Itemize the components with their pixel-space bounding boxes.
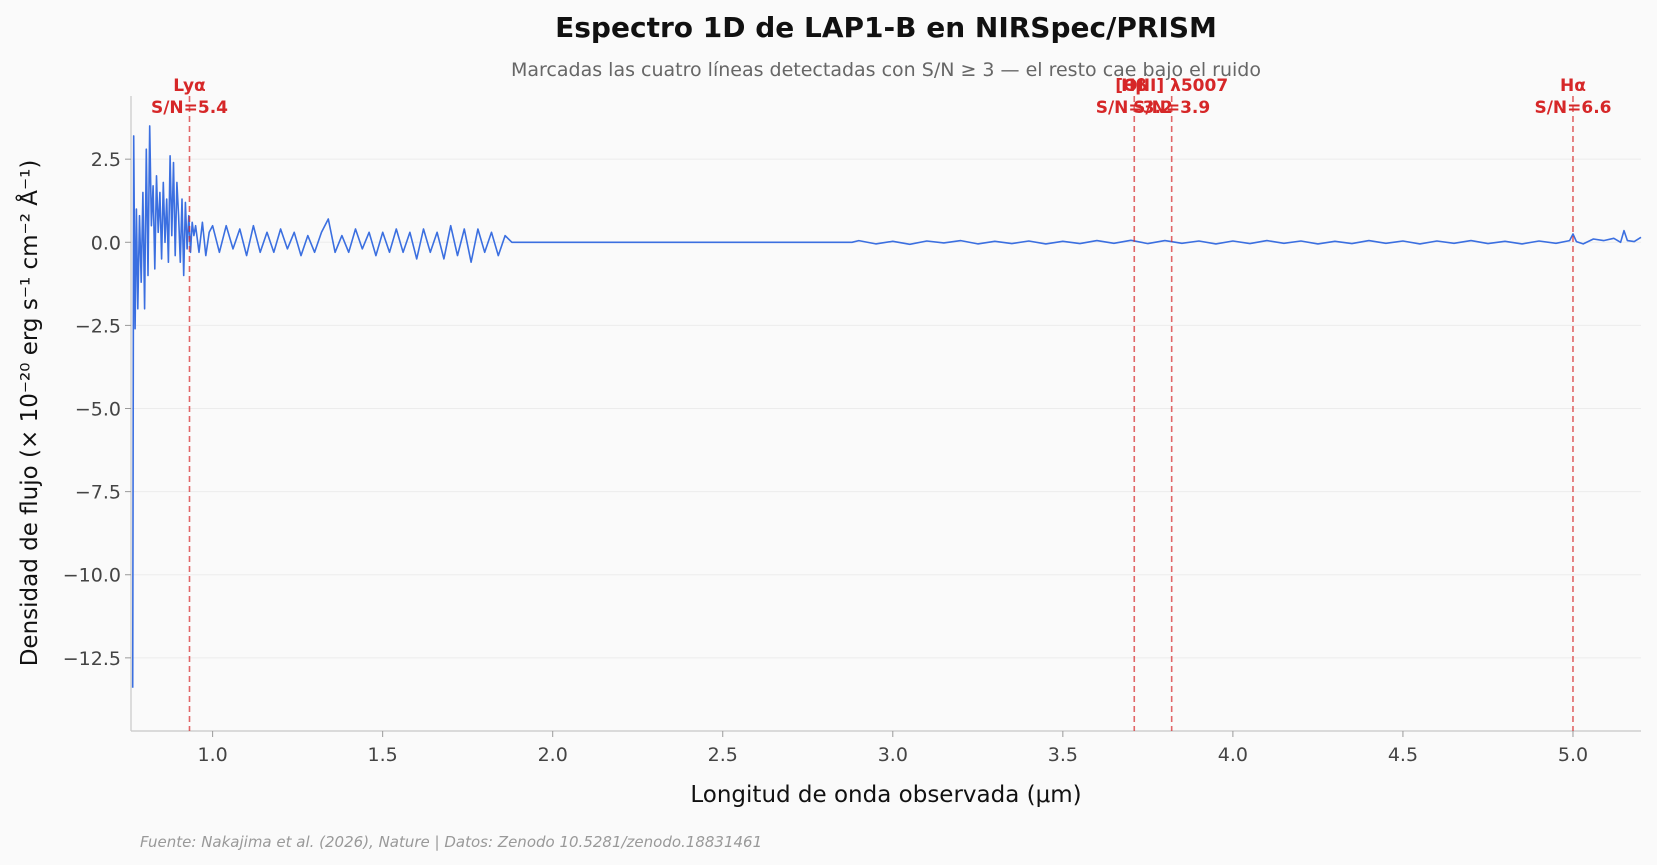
x-tick-label: 1.0 (198, 744, 228, 766)
chart-subtitle: Marcadas las cuatro líneas detectadas co… (511, 59, 1261, 81)
x-tick-label: 2.0 (538, 744, 568, 766)
y-tick-label: 0.0 (91, 232, 121, 254)
source-note: Fuente: Nakajima et al. (2026), Nature |… (140, 833, 762, 851)
emission-line-sn: S/N=3.2 (1096, 98, 1173, 118)
x-tick-label: 4.5 (1388, 744, 1418, 766)
axes (130, 96, 1641, 732)
emission-line-sn: S/N=6.6 (1534, 98, 1611, 118)
chart-title: Espectro 1D de LAP1-B en NIRSpec/PRISM (555, 11, 1217, 44)
x-tick-label: 5.0 (1558, 744, 1588, 766)
y-tick-label: −10.0 (63, 565, 121, 587)
y-tick-label: 2.5 (91, 149, 121, 171)
emission-line-name: Hα (1560, 76, 1586, 96)
emission-line-sn: S/N=3.9 (1133, 98, 1210, 118)
emission-line-name: Hβ (1121, 76, 1147, 96)
y-ticks: 2.5 0.0 −2.5 −5.0 −7.5 −10.0 −12.5 (63, 149, 131, 670)
y-tick-label: −7.5 (75, 482, 121, 504)
x-tick-label: 2.5 (708, 744, 738, 766)
x-tick-label: 3.5 (1048, 744, 1078, 766)
y-tick-label: −2.5 (75, 315, 121, 337)
emission-line-sn: S/N=5.4 (151, 98, 228, 118)
x-tick-label: 3.0 (878, 744, 908, 766)
x-ticks: 1.0 1.5 2.0 2.5 3.0 3.5 4.0 4.5 5.0 (198, 731, 1588, 766)
emission-line-name: [OIII] λ5007 (1115, 76, 1228, 96)
y-axis-label: Densidad de flujo (× 10⁻²⁰ erg s⁻¹ cm⁻² … (15, 160, 43, 667)
emission-line-name: Lyα (173, 76, 205, 96)
y-tick-label: −5.0 (75, 399, 121, 421)
x-axis-label: Longitud de onda observada (μm) (690, 782, 1081, 808)
x-tick-label: 1.5 (368, 744, 398, 766)
spectrum-line (131, 125, 1642, 688)
x-tick-label: 4.0 (1218, 744, 1248, 766)
y-tick-label: −12.5 (63, 648, 121, 670)
series-group (131, 125, 1642, 688)
